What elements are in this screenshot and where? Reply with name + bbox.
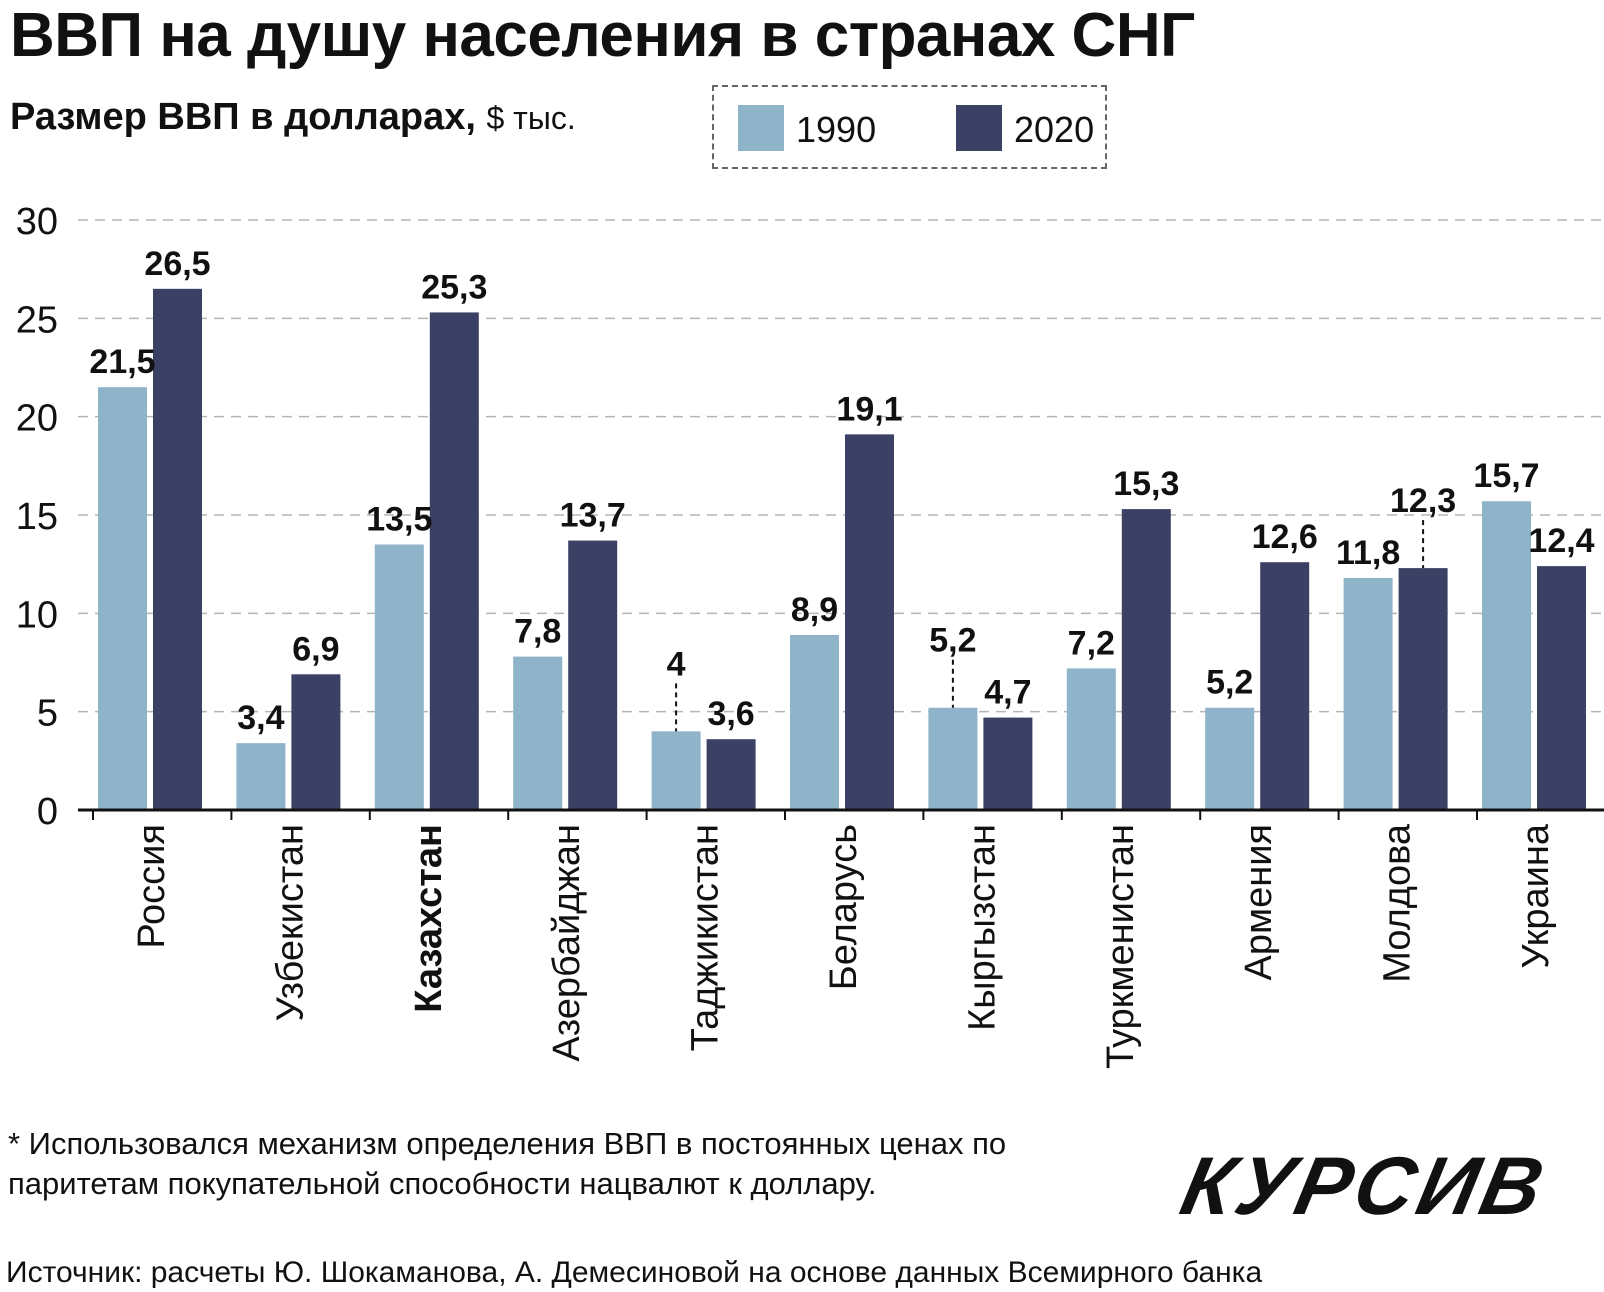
labels-layer: 21,5 26,5 3,46,9 13,5 25,3 7,8 13,7 4 3,6 8,9 19,1… bbox=[89, 245, 1594, 737]
y-tick-label: 20 bbox=[16, 398, 58, 440]
bar-1990 bbox=[513, 656, 563, 810]
bar-1990 bbox=[790, 634, 839, 810]
data-label-1990: 11,8 bbox=[1336, 534, 1400, 572]
bar-2020 bbox=[983, 717, 1033, 810]
y-tick-label: 5 bbox=[37, 693, 58, 735]
bar-2020 bbox=[291, 674, 341, 810]
data-label-2020: 13,7 bbox=[560, 497, 626, 535]
category-label: Кыргызстан bbox=[961, 824, 1003, 1031]
bar-2020 bbox=[845, 434, 894, 810]
bar-2020 bbox=[568, 540, 618, 810]
bar-1990 bbox=[1205, 707, 1255, 810]
data-label-1990: 15,7 bbox=[1473, 457, 1539, 495]
data-label-2020: 6,9 bbox=[292, 630, 339, 668]
data-label-1990: 21,5 bbox=[89, 343, 155, 381]
data-label-1990: 8,9 bbox=[791, 591, 838, 629]
bar-2020 bbox=[1121, 509, 1171, 810]
bars-layer bbox=[98, 288, 1586, 810]
y-tick-label: 30 bbox=[16, 201, 58, 243]
bar-2020 bbox=[1260, 562, 1310, 810]
data-label-2020: 19,1 bbox=[836, 390, 902, 428]
data-label-1990: 7,8 bbox=[514, 613, 561, 651]
category-label: Россия bbox=[131, 824, 173, 949]
data-label-1990: 4 bbox=[667, 645, 686, 683]
source-note: Источник: расчеты Ю. Шокаманова, А. Деме… bbox=[6, 1256, 1263, 1289]
category-label: Казахстан bbox=[408, 824, 450, 1013]
bar-2020 bbox=[706, 739, 756, 810]
y-tick-label: 25 bbox=[16, 299, 58, 341]
bar-1990 bbox=[374, 544, 424, 810]
subtitle-main: Размер ВВП в долларах, bbox=[10, 96, 476, 138]
data-label-2020: 3,6 bbox=[707, 695, 754, 733]
bar-1990 bbox=[1482, 501, 1531, 810]
chart-legend: 1990 2020 bbox=[712, 85, 1107, 169]
bar-2020 bbox=[1398, 568, 1448, 810]
bar-1990 bbox=[98, 387, 147, 810]
legend-label-2020: 2020 bbox=[1014, 109, 1095, 150]
category-label: Армения bbox=[1238, 824, 1280, 981]
bar-1990 bbox=[1066, 668, 1116, 810]
legend-label-1990: 1990 bbox=[796, 109, 877, 150]
chart-subtitle: Размер ВВП в долларах, $ тыс. bbox=[10, 96, 576, 139]
bar-2020 bbox=[153, 288, 202, 810]
category-label: Беларусь bbox=[823, 824, 865, 990]
data-label-2020: 4,7 bbox=[984, 674, 1031, 712]
data-label-2020: 12,3 bbox=[1390, 482, 1456, 520]
y-tick-label: 10 bbox=[16, 594, 58, 636]
category-label: Узбекистан bbox=[269, 824, 311, 1021]
data-label-2020: 26,5 bbox=[144, 245, 210, 283]
bar-1990 bbox=[1343, 577, 1393, 810]
data-label-1990: 3,4 bbox=[237, 699, 284, 737]
footnote: * Использовался механизм определения ВВП… bbox=[8, 1126, 1007, 1201]
category-label: Молдова bbox=[1377, 823, 1419, 983]
bar-2020 bbox=[1537, 566, 1586, 810]
category-label: Туркменистан bbox=[1100, 824, 1142, 1069]
chart-title: ВВП на душу населения в странах СНГ bbox=[10, 1, 1195, 70]
category-label: Азербайджан bbox=[546, 824, 588, 1062]
legend-swatch-1990 bbox=[738, 105, 784, 151]
bar-2020 bbox=[429, 312, 479, 810]
bar-chart: 21,5 26,5 3,46,9 13,5 25,3 7,8 13,7 4 3,6 8,9 19,1… bbox=[16, 201, 1604, 1069]
subtitle-unit: $ тыс. bbox=[486, 100, 576, 136]
data-label-2020: 25,3 bbox=[421, 268, 487, 306]
legend-swatch-2020 bbox=[956, 105, 1002, 151]
y-tick-label: 0 bbox=[37, 791, 58, 833]
brand-logo: КУРСИВ bbox=[1173, 1141, 1555, 1232]
data-label-2020: 12,4 bbox=[1528, 522, 1594, 560]
data-label-2020: 12,6 bbox=[1252, 518, 1318, 556]
data-label-1990: 13,5 bbox=[366, 501, 432, 539]
axis-layer: 0 5 10 15 20 25 30 Россия Узбекистан Казахстан Азе… bbox=[16, 201, 1604, 1069]
category-label: Украина bbox=[1515, 823, 1557, 969]
data-label-2020: 15,3 bbox=[1113, 465, 1179, 503]
bar-1990 bbox=[651, 731, 701, 810]
y-tick-label: 15 bbox=[16, 496, 58, 538]
bar-1990 bbox=[928, 707, 978, 810]
bar-1990 bbox=[236, 743, 286, 810]
data-label-1990: 5,2 bbox=[929, 622, 976, 660]
data-label-1990: 7,2 bbox=[1068, 624, 1115, 662]
category-label: Таджикистан bbox=[685, 824, 727, 1051]
data-label-1990: 5,2 bbox=[1206, 664, 1253, 702]
